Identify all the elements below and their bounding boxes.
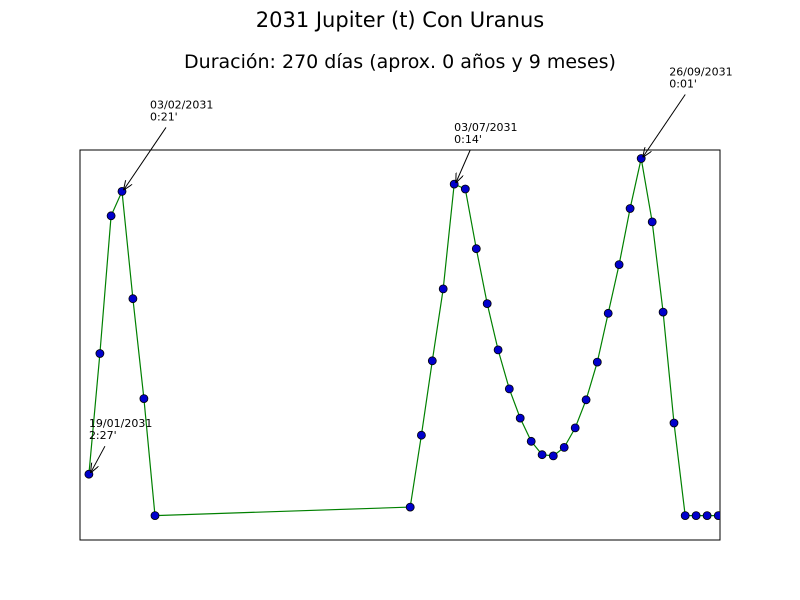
annotation-value-2: 0:14' bbox=[454, 133, 482, 146]
annotation-arrow-1 bbox=[124, 127, 167, 189]
annotation-arrow-2 bbox=[456, 149, 471, 182]
annotation-date-0: 19/01/2031 bbox=[89, 417, 152, 430]
data-point-22 bbox=[570, 423, 580, 433]
data-point-33 bbox=[691, 511, 701, 520]
data-point-31 bbox=[669, 418, 679, 428]
data-point-29 bbox=[647, 217, 657, 227]
data-point-20 bbox=[548, 451, 558, 461]
data-point-2 bbox=[106, 211, 116, 221]
data-point-27 bbox=[625, 204, 635, 213]
data-point-13 bbox=[471, 244, 481, 254]
annotation-date-3: 26/09/2031 bbox=[669, 66, 732, 79]
data-point-32 bbox=[680, 511, 690, 520]
annotation-value-0: 2:27' bbox=[89, 429, 117, 442]
data-point-6 bbox=[150, 511, 160, 520]
data-point-24 bbox=[592, 357, 602, 367]
data-point-8 bbox=[416, 430, 426, 440]
data-point-12 bbox=[460, 184, 470, 194]
plot-area bbox=[79, 149, 721, 541]
data-point-17 bbox=[515, 413, 525, 423]
data-point-34 bbox=[702, 511, 712, 520]
data-point-16 bbox=[504, 384, 514, 394]
chart-subtitle: Duración: 270 días (aprox. 0 años y 9 me… bbox=[184, 51, 616, 73]
data-point-9 bbox=[427, 356, 437, 366]
data-point-25 bbox=[603, 308, 613, 318]
data-point-23 bbox=[581, 395, 591, 405]
data-point-35 bbox=[713, 511, 720, 520]
data-point-1 bbox=[95, 349, 105, 358]
annotation-value-1: 0:21' bbox=[150, 110, 178, 123]
annotation-arrow-0 bbox=[91, 445, 106, 472]
annotation-date-1: 03/02/2031 bbox=[150, 98, 213, 111]
data-point-19 bbox=[537, 450, 547, 460]
series-line bbox=[88, 158, 719, 517]
data-point-5 bbox=[139, 394, 149, 404]
data-point-30 bbox=[658, 307, 668, 317]
annotation-value-3: 0:01' bbox=[669, 78, 697, 91]
annotation-arrow-3 bbox=[643, 94, 686, 157]
data-point-10 bbox=[438, 284, 448, 294]
data-point-7 bbox=[405, 502, 415, 512]
data-point-14 bbox=[482, 299, 492, 309]
data-point-15 bbox=[493, 345, 503, 355]
data-point-18 bbox=[526, 436, 536, 446]
chart-title: 2031 Jupiter (t) Con Uranus bbox=[255, 8, 545, 32]
data-point-26 bbox=[614, 260, 624, 270]
data-point-4 bbox=[128, 294, 138, 304]
data-point-21 bbox=[559, 442, 569, 452]
annotation-date-2: 03/07/2031 bbox=[454, 121, 517, 134]
